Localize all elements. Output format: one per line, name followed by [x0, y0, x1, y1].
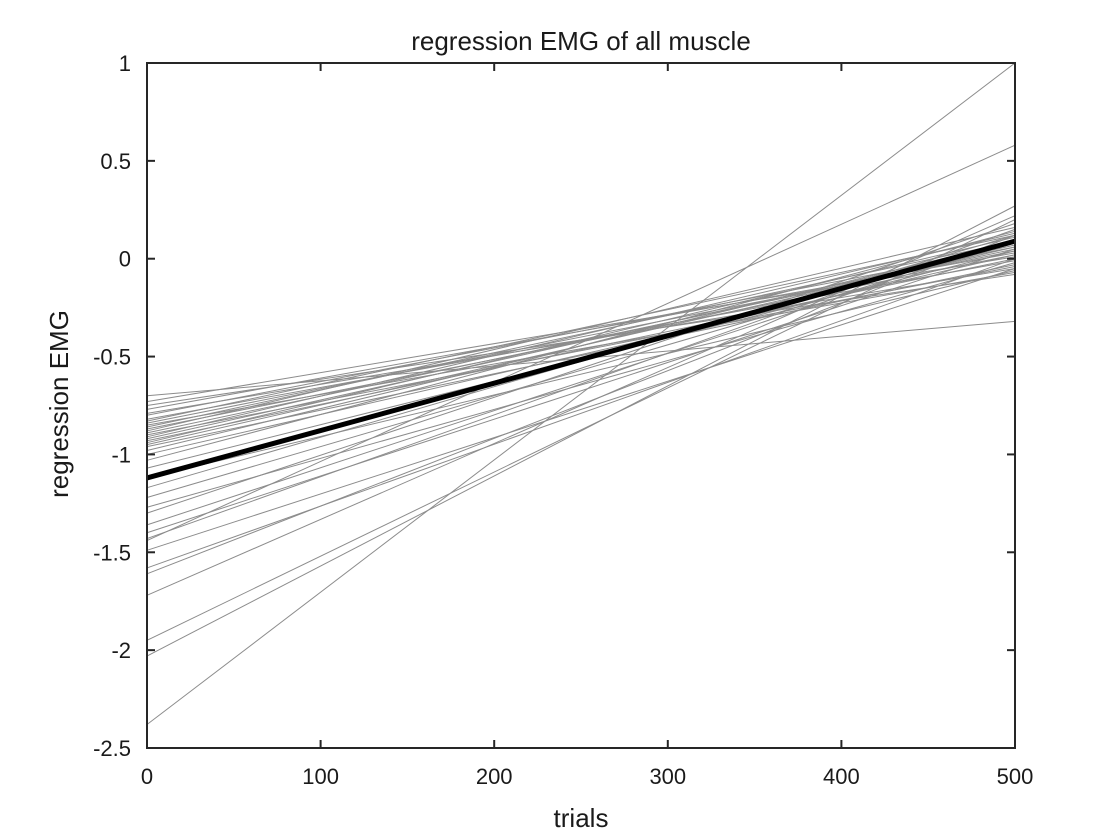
individual-line-12: [146, 223, 1016, 514]
individual-line-19: [146, 254, 1016, 455]
individual-line-11: [146, 238, 1016, 526]
y-tick-label: -2.5: [93, 736, 131, 761]
x-axis-label: trials: [554, 803, 609, 833]
individual-line-7: [146, 258, 1016, 569]
y-tick-label: -0.5: [93, 345, 131, 370]
chart-title: regression EMG of all muscle: [411, 26, 751, 56]
individual-line-34: [146, 234, 1016, 422]
y-tick-label: -2: [111, 638, 131, 663]
x-tick-label: 400: [823, 764, 860, 789]
mean-regression-line: [146, 238, 1016, 481]
y-tick-label: -1: [111, 442, 131, 467]
individual-line-16: [146, 269, 1016, 479]
individual-regression-lines: [146, 62, 1016, 725]
mean-regression-layer: [146, 238, 1016, 481]
x-tick-label: 300: [649, 764, 686, 789]
individual-line-39: [146, 273, 1016, 406]
x-tick-labels: 0 100 200 300 400 500: [141, 764, 1033, 789]
individual-line-31: [146, 240, 1016, 428]
y-tick-label: 1: [119, 51, 131, 76]
individual-line-4: [146, 219, 1016, 641]
individual-line-1: [146, 62, 1016, 725]
individual-line-24: [146, 258, 1016, 442]
individual-line-14: [146, 242, 1016, 498]
individual-line-13: [146, 262, 1016, 508]
individual-line-30: [146, 254, 1016, 430]
y-tick-label: 0: [119, 247, 131, 272]
individual-line-27: [146, 266, 1016, 436]
axes: [146, 62, 1016, 749]
plot-frame: [146, 62, 1016, 749]
x-tick-label: 100: [302, 764, 339, 789]
tick-marks: [146, 62, 1016, 749]
individual-line-6: [146, 234, 1016, 575]
x-tick-label: 0: [141, 764, 153, 789]
x-tick-label: 500: [997, 764, 1034, 789]
y-tick-labels: -2.5 -2 -1.5 -1 -0.5 0 0.5 1: [93, 51, 131, 761]
y-tick-label: 0.5: [100, 149, 131, 174]
individual-line-8: [146, 268, 1016, 551]
y-axis-label: regression EMG: [44, 310, 74, 498]
y-tick-label: -1.5: [93, 540, 131, 565]
individual-line-2: [146, 144, 1016, 541]
x-tick-label: 200: [476, 764, 513, 789]
individual-line-32: [146, 271, 1016, 426]
individual-line-26: [146, 232, 1016, 438]
individual-line-37: [146, 268, 1016, 414]
